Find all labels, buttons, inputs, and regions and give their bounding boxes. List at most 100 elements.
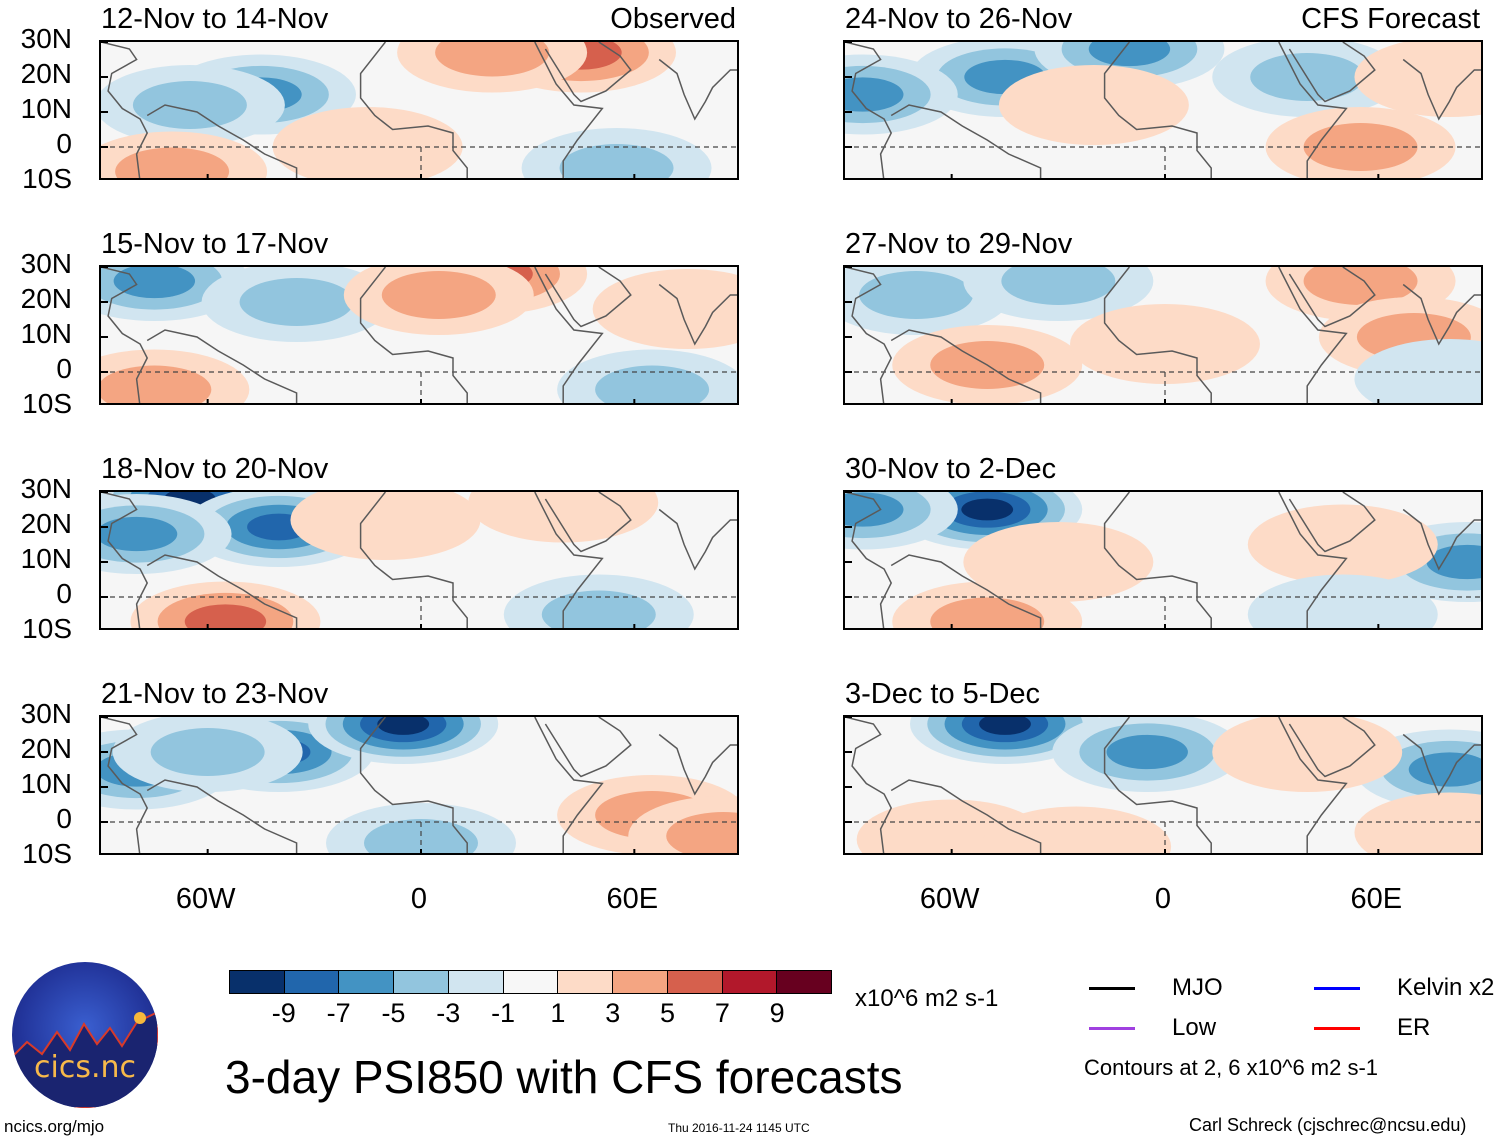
coastlines <box>101 267 737 403</box>
anomaly-field <box>101 267 737 403</box>
timestamp: Thu 2016-11-24 1145 UTC <box>668 1121 810 1135</box>
negative-anomaly-contour <box>1247 574 1438 628</box>
y-tick-label: 10S <box>22 163 72 194</box>
legend-swatch-mjo <box>1089 987 1135 990</box>
colorbar-segment <box>667 971 723 993</box>
negative-anomaly-contour <box>364 819 478 853</box>
y-tick-label: 20N <box>20 58 72 89</box>
main-title: 3-day PSI850 with CFS forecasts <box>225 1051 903 1103</box>
negative-anomaly-contour <box>1001 267 1116 305</box>
positive-anomaly-contour <box>468 492 659 543</box>
coastlines <box>845 42 1481 178</box>
positive-anomaly-contour <box>666 812 737 853</box>
y-tick-label: 30N <box>20 248 72 279</box>
x-tick-label: 60E <box>606 883 659 915</box>
coastlines <box>845 492 1481 628</box>
legend-swatch-kelvin-x2 <box>1314 987 1360 990</box>
colorbar-segment <box>284 971 340 993</box>
positive-anomaly-contour <box>963 522 1154 602</box>
y-tick-label: 30N <box>20 23 72 54</box>
y-tick-label: 0 <box>56 578 72 609</box>
map-panel <box>99 715 739 855</box>
colorbar-segment <box>503 971 559 993</box>
cics-logo: cics.nc <box>12 962 158 1108</box>
negative-anomaly-contour <box>1408 752 1481 787</box>
colorbar-tick-label: -7 <box>326 998 351 1028</box>
anomaly-field <box>101 492 737 628</box>
positive-anomaly-contour <box>381 271 496 319</box>
positive-anomaly-contour <box>435 42 550 77</box>
y-tick-label: 0 <box>56 128 72 159</box>
coastlines <box>101 492 737 628</box>
map-panel <box>843 40 1483 180</box>
positive-anomaly-contour <box>1303 267 1418 305</box>
contour-note: Contours at 2, 6 x10^6 m2 s-1 <box>1084 1055 1379 1080</box>
author-credit: Carl Schreck (cjschrec@ncsu.edu) <box>1189 1115 1467 1135</box>
y-tick-label: 20N <box>20 283 72 314</box>
y-tick-label: 20N <box>20 733 72 764</box>
y-tick-label: 10N <box>20 318 72 349</box>
y-tick-label: 0 <box>56 803 72 834</box>
panel-title: 3-Dec to 5-Dec <box>845 678 1041 710</box>
positive-anomaly-contour <box>115 147 230 178</box>
legend-swatch-low <box>1089 1027 1135 1030</box>
map-panel <box>99 265 739 405</box>
colorbar-segment <box>722 971 778 993</box>
colorbar-segment <box>230 971 285 993</box>
colorbar-tick-label: 7 <box>714 998 730 1028</box>
coastlines <box>101 42 737 178</box>
anomaly-field <box>845 717 1481 853</box>
negative-anomaly-contour <box>113 267 196 299</box>
negative-anomaly-contour <box>1088 42 1171 67</box>
legend-swatch-er <box>1314 1027 1360 1030</box>
coastlines <box>101 717 737 853</box>
colorbar-tick-label: -1 <box>491 998 516 1028</box>
negative-anomaly-contour <box>101 516 178 552</box>
colorbar-tick-label: -5 <box>381 998 406 1028</box>
y-tick-label: 30N <box>20 698 72 729</box>
anomaly-field <box>101 42 737 178</box>
negative-anomaly-contour <box>595 365 710 403</box>
negative-anomaly-contour <box>1426 544 1481 580</box>
negative-anomaly-contour <box>150 728 265 776</box>
anomaly-field <box>845 42 1481 178</box>
legend-label: Kelvin x2 <box>1397 974 1495 1001</box>
panel-title: 12-Nov to 14-Nov <box>101 3 329 35</box>
x-tick-label: 60W <box>175 883 236 915</box>
negative-anomaly-contour <box>845 492 904 527</box>
panel-title: 18-Nov to 20-Nov <box>101 453 329 485</box>
y-tick-label: 20N <box>20 508 72 539</box>
site-link[interactable]: ncics.org/mjo <box>4 1117 105 1136</box>
colorbar <box>229 970 832 994</box>
map-panel <box>843 265 1483 405</box>
panel-title: 30-Nov to 2-Dec <box>845 453 1057 485</box>
x-tick-label: 0 <box>1154 883 1172 915</box>
y-tick-label: 10S <box>22 388 72 419</box>
positive-anomaly-contour <box>592 269 737 349</box>
panel-title: 27-Nov to 29-Nov <box>845 228 1073 260</box>
y-tick-label: 10S <box>22 838 72 869</box>
y-tick-label: 10N <box>20 543 72 574</box>
colorbar-tick-label: -9 <box>271 998 296 1028</box>
y-tick-label: 10S <box>22 613 72 644</box>
negative-anomaly-contour <box>1354 339 1481 403</box>
x-tick-label: 60E <box>1350 883 1403 915</box>
negative-anomaly-contour <box>859 271 974 319</box>
colorbar-tick-label: 3 <box>605 998 621 1028</box>
negative-anomaly-contour <box>377 717 430 735</box>
map-panel <box>99 490 739 630</box>
colorbar-segment <box>777 971 832 993</box>
coastlines <box>845 267 1481 403</box>
negative-anomaly-contour <box>961 498 1014 521</box>
colorbar-tick-label: 5 <box>660 998 676 1028</box>
colorbar-segment <box>448 971 504 993</box>
colorbar-tick-label: -3 <box>436 998 461 1028</box>
panel-source-label: Observed <box>610 3 736 35</box>
map-panel <box>843 490 1483 630</box>
negative-anomaly-contour <box>132 81 247 129</box>
positive-anomaly-contour <box>272 107 463 178</box>
positive-anomaly-contour <box>184 604 267 628</box>
y-tick-label: 10N <box>20 768 72 799</box>
logo-mountains-icon <box>12 1010 158 1108</box>
legend-label: Low <box>1172 1014 1217 1041</box>
